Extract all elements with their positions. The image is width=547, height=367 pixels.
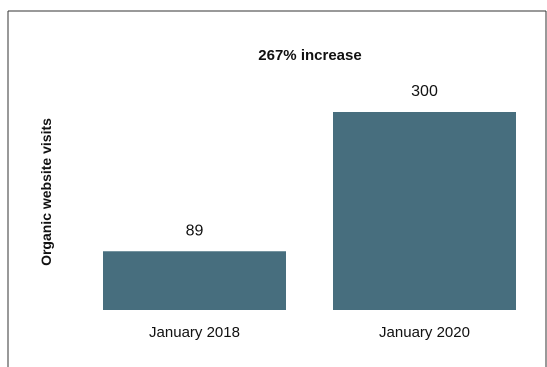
data-labels-layer: 89 300 [186, 83, 438, 239]
bars-layer [103, 112, 516, 310]
y-axis-label: Organic website visits [38, 118, 54, 266]
category-labels-layer: January 2018 January 2020 [149, 324, 470, 341]
bar-2 [333, 112, 516, 310]
category-label-2: January 2020 [379, 324, 470, 341]
data-label-1: 89 [186, 222, 204, 239]
category-label-1: January 2018 [149, 324, 240, 341]
bar-1 [103, 251, 286, 310]
data-label-2: 300 [411, 83, 438, 100]
chart-title: 267% increase [258, 47, 361, 64]
